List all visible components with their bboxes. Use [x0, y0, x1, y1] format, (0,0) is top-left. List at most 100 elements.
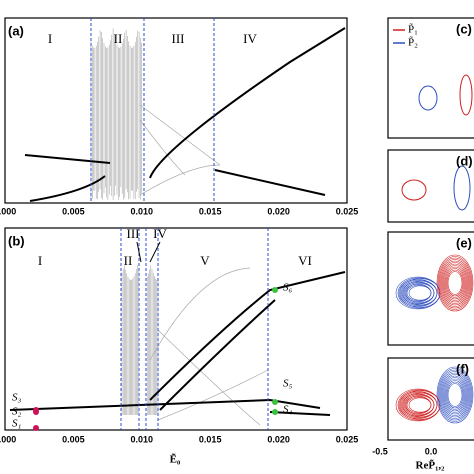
x-axis-label: ReP̃₁,₂: [416, 459, 446, 472]
branch: [149, 27, 346, 179]
attractor: [395, 254, 474, 424]
x-tick-label: 0.015: [199, 434, 222, 444]
orbit: [401, 179, 427, 201]
orbit: [443, 377, 467, 413]
x-axis-label: Ẽ₀: [170, 454, 181, 466]
point-label: S₆: [283, 282, 293, 294]
point-label: S₃: [12, 392, 22, 404]
x-tick-label: 0.010: [131, 434, 154, 444]
region-label: IV: [243, 31, 257, 46]
point-label: S₅: [283, 378, 293, 390]
fixed-point: [33, 425, 39, 431]
panel-frame: [387, 357, 474, 441]
orbit: [441, 262, 469, 304]
panel-frame: [387, 149, 474, 223]
x-tick-label: 0.010: [131, 206, 154, 216]
point-label: S₁: [12, 418, 22, 430]
panel-b-frame: [4, 227, 348, 431]
orbit: [436, 254, 474, 312]
x-tick-label: 0.005: [62, 434, 85, 444]
orbit: [402, 392, 438, 418]
orbit: [437, 256, 473, 310]
region-label: II: [114, 31, 123, 46]
orbit: [402, 280, 438, 306]
orbit: [446, 269, 464, 297]
orbit: [440, 372, 470, 418]
region-label: IV: [153, 226, 167, 241]
region-label: III: [172, 31, 185, 46]
orbit: [405, 283, 435, 303]
region-label: VI: [298, 253, 312, 268]
orbit: [444, 378, 466, 412]
orbit: [441, 374, 469, 416]
region-label: I: [48, 31, 52, 46]
branch: [149, 271, 346, 401]
x-tick-label: -0.5: [372, 446, 388, 456]
fixed-point: [33, 409, 39, 415]
pointer: [149, 241, 161, 263]
x-tick-label: 0.000: [0, 206, 16, 216]
orbit: [408, 285, 432, 301]
orbit: [436, 366, 474, 424]
legend-label: P̃₂: [408, 35, 418, 48]
region-label: V: [200, 253, 210, 268]
region-label: III: [127, 226, 140, 241]
x-tick-label: 0.015: [199, 206, 222, 216]
point-label: S₂: [12, 406, 22, 418]
panel-frame: [387, 231, 474, 346]
panel-label: (c): [456, 21, 472, 36]
orbit: [447, 271, 463, 295]
chaotic-band: [121, 265, 159, 415]
orbit: [445, 380, 465, 410]
panel-label: (a): [8, 23, 24, 38]
orbit: [408, 397, 432, 413]
region-label: I: [38, 253, 42, 268]
x-tick-label: 0.005: [62, 206, 85, 216]
orbit: [447, 383, 463, 407]
fixed-point: [272, 399, 278, 405]
panel-frame: [387, 17, 474, 139]
x-tick-label: 0.020: [267, 434, 290, 444]
orbit: [453, 165, 471, 211]
x-tick-label: 0.025: [336, 206, 359, 216]
orbit: [444, 266, 466, 300]
pointer: [136, 241, 142, 263]
orbit: [459, 74, 473, 116]
orbit: [439, 371, 471, 419]
branch: [29, 175, 106, 202]
orbit: [442, 375, 468, 415]
branch: [9, 398, 321, 411]
orbit: [418, 85, 438, 111]
unstable-branch: [149, 267, 269, 426]
orbit: [443, 265, 467, 301]
labels: (a)IIIIIIIV0.0000.0050.0100.0150.0200.02…: [0, 21, 473, 471]
region-label: II: [124, 253, 133, 268]
branch: [214, 169, 326, 196]
panel-label: (b): [8, 233, 25, 248]
orbit: [440, 260, 470, 306]
orbit: [439, 259, 471, 307]
panel-label: (d): [456, 153, 473, 168]
panel-label: (e): [456, 235, 472, 250]
unstable-branch: [139, 104, 221, 196]
orbit: [437, 368, 473, 422]
legend-label: P̃₁: [408, 22, 418, 35]
orbit: [405, 395, 435, 415]
branch: [269, 411, 331, 416]
x-tick-label: 0.025: [336, 434, 359, 444]
fixed-point: [272, 409, 278, 415]
branch: [159, 299, 276, 411]
orbit: [442, 263, 468, 303]
x-tick-label: 0.0: [425, 446, 438, 456]
fixed-point: [272, 287, 278, 293]
point-label: S₄: [283, 404, 293, 416]
x-tick-label: 0.020: [267, 206, 290, 216]
orbit: [445, 268, 465, 298]
panel-label: (f): [456, 361, 469, 376]
panel-a-frame: [4, 17, 348, 204]
branch: [24, 154, 111, 164]
orbit: [446, 381, 464, 409]
x-tick-label: 0.000: [0, 434, 16, 444]
orbit: [438, 369, 472, 421]
